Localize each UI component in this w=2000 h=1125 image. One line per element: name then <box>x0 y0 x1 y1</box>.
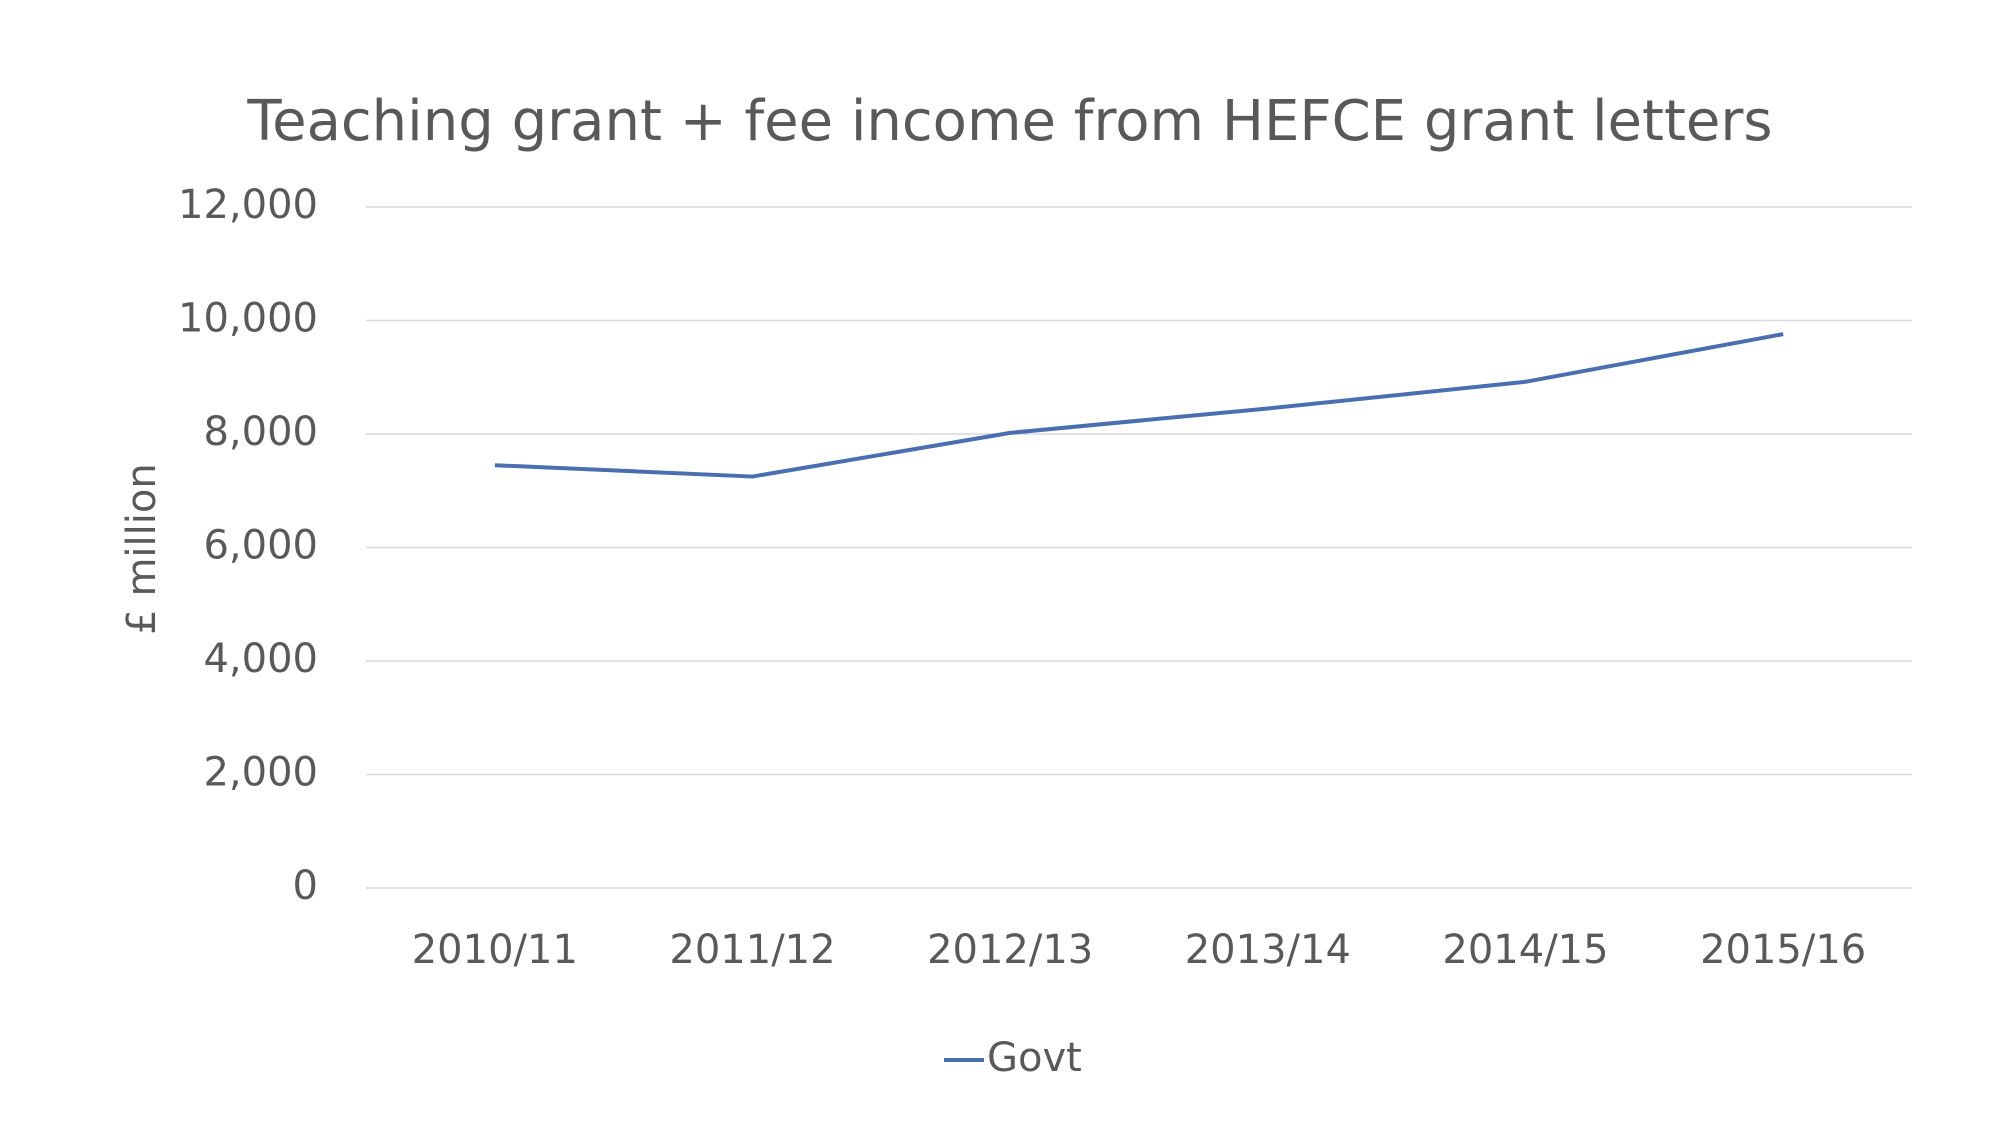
y-tick-label: 10,000 <box>178 296 318 342</box>
y-tick-label: 12,000 <box>178 182 318 228</box>
y-tick-label: 4,000 <box>203 636 318 682</box>
y-tick-label: 0 <box>293 863 318 909</box>
y-tick-label: 2,000 <box>203 750 318 796</box>
chart-title: Teaching grant + fee income from HEFCE g… <box>246 89 1772 154</box>
x-tick-label: 2011/12 <box>669 927 835 973</box>
x-tick-label: 2010/11 <box>412 927 578 973</box>
x-tick-label: 2012/13 <box>927 927 1093 973</box>
y-tick-label: 6,000 <box>203 523 318 569</box>
y-axis-label: £ million <box>119 463 165 634</box>
legend-label: Govt <box>987 1035 1082 1081</box>
y-tick-label: 8,000 <box>203 409 318 455</box>
x-tick-label: 2013/14 <box>1185 927 1351 973</box>
data-line <box>494 332 1784 479</box>
x-tick-label: 2015/16 <box>1700 927 1866 973</box>
x-tick-label: 2014/15 <box>1442 927 1608 973</box>
